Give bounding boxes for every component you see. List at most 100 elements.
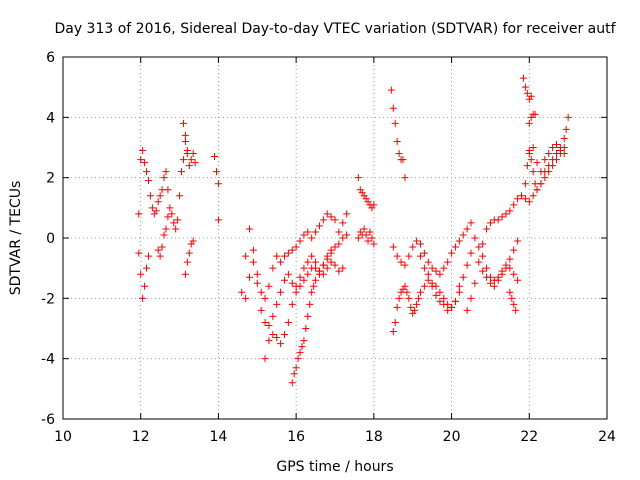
data-point [312,276,320,284]
data-point [304,258,312,266]
data-point [306,300,314,308]
data-point [249,258,257,266]
data-point [510,270,518,278]
data-point [368,204,376,212]
data-point [525,119,533,127]
data-point [323,255,331,263]
data-point [277,288,285,296]
data-point [541,156,549,164]
data-point [467,294,475,302]
data-point [280,252,288,260]
data-point [331,261,339,269]
data-point [319,261,327,269]
x-tick-label: 22 [520,429,538,445]
data-point [436,270,444,278]
grid-lines [63,57,607,419]
data-point [160,231,168,239]
data-point [560,150,568,158]
data-point [533,159,541,167]
data-point [508,294,516,302]
data-point [308,234,316,242]
data-point [302,325,310,332]
data-point [242,294,250,302]
data-point [137,270,145,278]
data-point [185,249,193,257]
data-point [389,243,397,251]
data-point [246,225,254,233]
data-point [183,147,191,155]
data-point [298,343,306,351]
series-track-p [416,252,463,314]
data-point [483,264,491,272]
data-point [521,83,529,91]
data-point [486,219,494,227]
data-point [354,174,362,182]
data-point [549,156,557,164]
data-point [166,204,174,212]
data-point [393,252,401,260]
data-point [296,273,304,281]
data-point [424,258,432,266]
series-track-i [261,258,347,363]
data-point [300,276,308,284]
data-point [181,131,189,139]
data-point [154,246,162,254]
data-point [498,213,506,221]
data-point [498,270,506,278]
data-point [502,210,510,218]
data-point [135,249,143,257]
data-point [146,192,154,200]
data-point [300,231,308,239]
data-point [436,288,444,296]
data-point [416,240,424,248]
data-point [273,334,281,342]
data-point [296,237,304,245]
x-tick-label: 24 [598,429,616,445]
data-point [364,237,372,245]
series-track-u [519,74,535,103]
data-point [389,328,397,336]
data-point [339,234,347,242]
data-point [405,294,413,302]
data-point [327,213,335,221]
series-track-x [525,140,568,176]
data-markers [135,74,572,387]
series-track-f [211,153,222,224]
data-point [552,140,560,148]
data-point [319,216,327,224]
data-point [292,243,300,251]
data-point [455,237,463,245]
data-point [249,246,257,254]
data-point [356,228,364,236]
data-point [327,258,335,266]
data-point [364,198,372,206]
data-point [265,337,273,345]
data-point [521,195,529,203]
data-point [335,228,343,236]
data-point [512,306,520,314]
data-point [214,180,222,188]
data-point [300,337,308,345]
data-point [296,282,304,290]
data-point [312,228,320,236]
data-point [483,225,491,233]
x-tick-label: 16 [287,429,305,445]
y-tick-label: -2 [41,291,55,307]
data-point [261,294,269,302]
data-point [455,282,463,290]
y-tick-label: 6 [46,50,55,66]
data-point [527,92,535,100]
series-track-b [135,137,199,233]
series-track-d [179,119,191,155]
data-point [451,243,459,251]
data-point [212,168,220,176]
data-point [560,134,568,142]
data-point [467,219,475,227]
data-point [393,303,401,311]
data-point [514,276,522,284]
data-point [529,144,537,151]
data-point [525,198,533,206]
data-point [519,74,527,82]
data-point [356,186,364,194]
data-point [144,252,152,260]
